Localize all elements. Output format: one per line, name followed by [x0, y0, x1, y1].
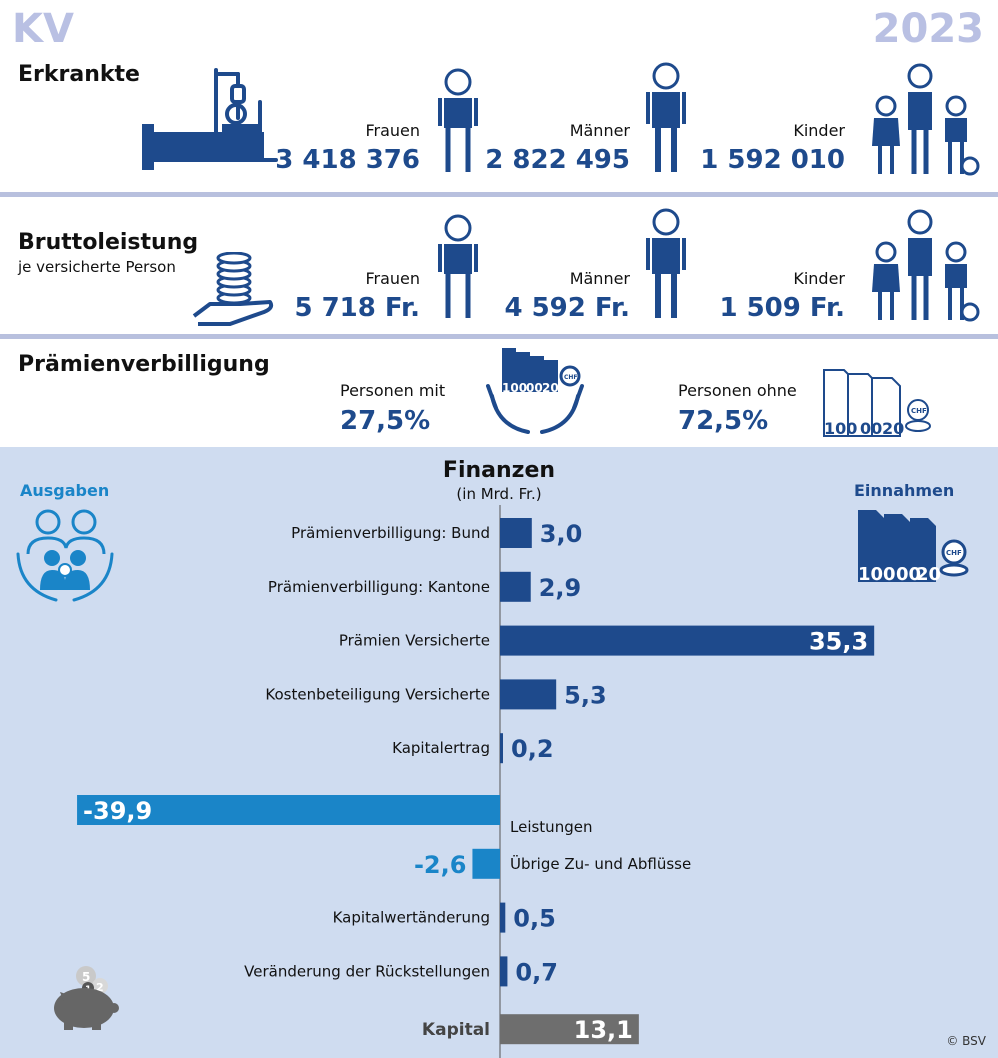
brutto-maenner-label: Männer: [569, 269, 630, 288]
bar-5: [77, 795, 500, 825]
svg-text:CHF: CHF: [911, 407, 927, 415]
category-label-2: Prämien Versicherte: [339, 632, 490, 650]
hospital-bed-icon: [142, 68, 278, 170]
erkrankte-kinder-label: Kinder: [793, 121, 845, 140]
category-label-8: Veränderung der Rückstellungen: [244, 962, 490, 980]
svg-text:00: 00: [526, 381, 543, 395]
finanzen-chart: 3,0 Prämienverbilligung: Bund 2,9 Prämienve…: [77, 505, 875, 1058]
bar-1: [500, 571, 531, 602]
praemien-title: Prämienverbilligung: [18, 352, 270, 377]
category-label-6: Übrige Zu- und Abflüsse: [510, 854, 691, 873]
brutto-kinder-value: 1 509 Fr.: [719, 293, 845, 323]
bar-4: [500, 733, 503, 764]
erkrankte-frauen-value: 3 418 376: [275, 145, 420, 175]
brutto-maenner-value: 4 592 Fr.: [504, 293, 630, 323]
erkrankte-frauen-label: Frauen: [365, 121, 420, 140]
praemien-with-value: 27,5%: [340, 406, 431, 436]
brutto-frauen-value: 5 718 Fr.: [294, 293, 420, 323]
svg-text:CHF: CHF: [946, 549, 962, 557]
family-care-icon: [16, 509, 114, 602]
ausgaben-label: Ausgaben: [20, 481, 110, 500]
category-label-4: Kapitalertrag: [392, 739, 490, 757]
value-label-3: 5,3: [564, 681, 607, 709]
erkrankte-maenner-value: 2 822 495: [485, 145, 630, 175]
value-label-8: 0,7: [515, 958, 558, 986]
money-text-icon: 100: [502, 381, 527, 395]
value-label-2: 35,3: [809, 628, 868, 656]
einnahmen-label: Einnahmen: [854, 481, 955, 500]
brutto-subtitle: je versicherte Person: [18, 258, 176, 276]
praemien-without-label: Personen ohne: [678, 381, 797, 400]
year-label: 2023: [872, 6, 984, 52]
value-label-1: 2,9: [539, 574, 582, 602]
section-kv-title: KV: [12, 6, 74, 52]
section-divider: [0, 334, 998, 339]
finanzen-subtitle: (in Mrd. Fr.): [456, 485, 542, 503]
money-text-icon: 100: [824, 419, 857, 438]
value-label-0: 3,0: [540, 520, 583, 548]
coin-number-5: 5: [82, 970, 90, 984]
category-label-7: Kapitalwertänderung: [333, 909, 490, 927]
erkrankte-maenner-label: Männer: [569, 121, 630, 140]
bar-9: [500, 1014, 639, 1045]
money-bills-icon: 100 00 20 CHF: [858, 510, 969, 585]
value-label-5: -39,9: [83, 797, 152, 825]
praemien-without-value: 72,5%: [678, 406, 769, 436]
money-outline-icon: 100 00 20 CHF: [823, 369, 931, 438]
brutto-title: Bruttoleistung: [18, 230, 199, 255]
svg-text:20: 20: [916, 564, 941, 585]
svg-text:20: 20: [542, 381, 559, 395]
value-label-7: 0,5: [513, 905, 556, 933]
bar-3: [500, 679, 557, 710]
category-label-1: Prämienverbilligung: Kantone: [268, 578, 490, 596]
brutto-kinder-label: Kinder: [793, 269, 845, 288]
finanzen-background: [0, 447, 998, 1058]
woman-icon: [438, 68, 478, 172]
category-label-5: Leistungen: [510, 818, 592, 836]
svg-text:20: 20: [882, 419, 904, 438]
praemien-with-label: Personen mit: [340, 381, 446, 400]
family-icon: [872, 63, 980, 176]
man-icon: [646, 208, 686, 318]
bar-7: [500, 902, 506, 933]
category-label-9: Kapital: [422, 1020, 490, 1040]
value-label-6: -2,6: [414, 851, 466, 879]
family-icon: [872, 209, 980, 322]
svg-text:00: 00: [896, 564, 921, 585]
value-label-4: 0,2: [511, 735, 554, 763]
bar-6: [472, 848, 500, 879]
hand-coins-icon: [192, 252, 274, 326]
value-label-9: 13,1: [574, 1016, 633, 1044]
finanzen-title: Finanzen: [442, 458, 556, 483]
coin-number-2: 2: [96, 981, 104, 994]
section-divider: [0, 192, 998, 197]
category-label-0: Prämienverbilligung: Bund: [291, 524, 490, 542]
bar-8: [500, 956, 508, 987]
bar-2: [500, 625, 875, 656]
erkrankte-title: Erkrankte: [18, 62, 140, 87]
hands-money-icon: 100 00 20 CHF: [486, 348, 584, 434]
money-text-icon: 100: [858, 564, 896, 585]
erkrankte-kinder-value: 1 592 010: [700, 145, 845, 175]
svg-text:CHF: CHF: [564, 374, 578, 381]
woman-icon: [438, 214, 478, 318]
category-label-3: Kostenbeteiligung Versicherte: [265, 685, 490, 703]
svg-text:00: 00: [860, 419, 882, 438]
bar-0: [500, 518, 532, 548]
piggy-bank-icon: 5 2 1: [54, 966, 119, 1030]
brutto-frauen-label: Frauen: [365, 269, 420, 288]
copyright: © BSV: [946, 1034, 986, 1048]
man-icon: [646, 62, 686, 172]
